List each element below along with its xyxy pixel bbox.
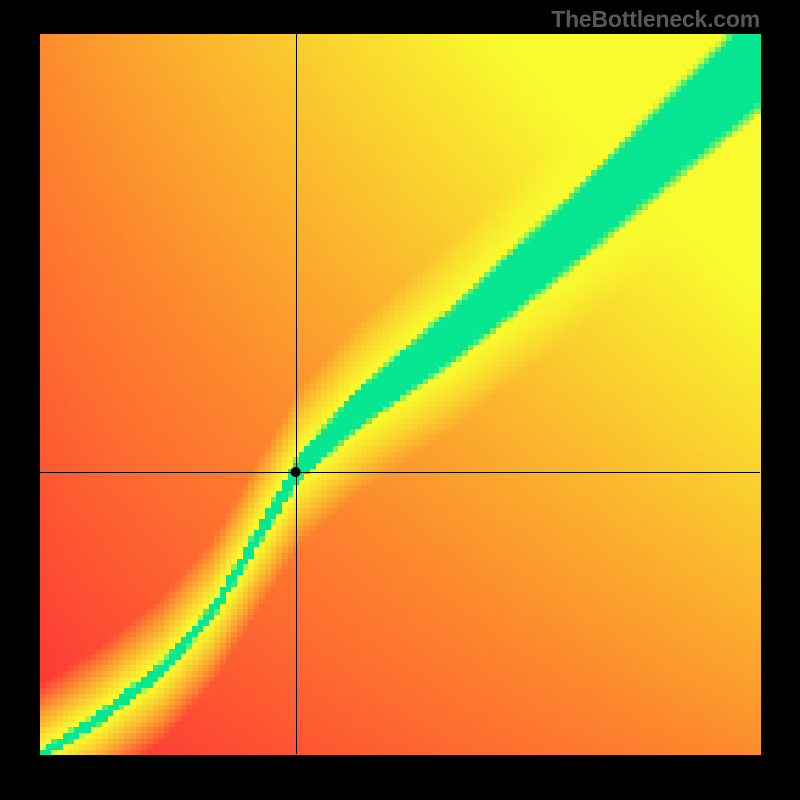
heatmap-canvas [0, 0, 800, 800]
chart-container: TheBottleneck.com [0, 0, 800, 800]
watermark-text: TheBottleneck.com [551, 6, 760, 33]
